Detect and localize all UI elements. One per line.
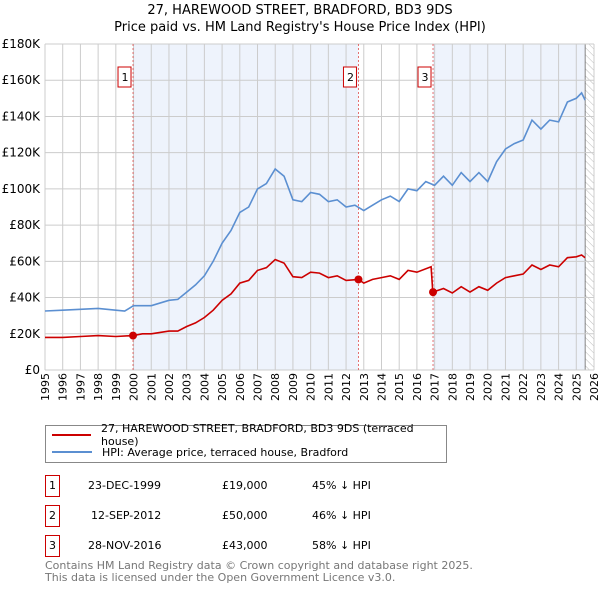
y-tick-label: £40K bbox=[9, 291, 41, 305]
chart-subtitle: Price paid vs. HM Land Registry's House … bbox=[114, 20, 486, 35]
x-tick-label: 2022 bbox=[517, 373, 530, 401]
x-tick-label: 2008 bbox=[269, 373, 282, 401]
sale-price: £19,000 bbox=[222, 479, 268, 492]
y-tick-label: £100K bbox=[2, 182, 42, 196]
y-tick-label: £60K bbox=[9, 254, 41, 268]
y-tick-label: £160K bbox=[2, 73, 42, 87]
chart-svg: 1995 1996 1997 1998 1999 2000 2001 2002 2003 2004… bbox=[2, 37, 600, 401]
sale-point bbox=[129, 331, 138, 340]
sale-marker-label: 2 bbox=[347, 71, 354, 84]
legend-label-hpi: HPI: Average price, terraced house, Brad… bbox=[102, 445, 349, 459]
sale-hpi-diff: 46% ↓ HPI bbox=[312, 509, 371, 522]
x-tick-label: 2007 bbox=[252, 373, 265, 401]
footer-attribution: Contains HM Land Registry data © Crown c… bbox=[45, 559, 473, 572]
property-price-line bbox=[45, 254, 586, 339]
legend-item-property: 27, HAREWOOD STREET, BRADFORD, BD3 9DS (… bbox=[52, 422, 446, 448]
x-tick-label: 2006 bbox=[234, 373, 247, 401]
x-tick-label: 2023 bbox=[535, 373, 548, 401]
y-tick-label: £120K bbox=[2, 146, 42, 160]
x-tick-label: 2025 bbox=[570, 373, 583, 401]
sale-hpi-diff: 45% ↓ HPI bbox=[312, 479, 371, 492]
sale-marker-box bbox=[117, 66, 132, 88]
shaded-period bbox=[133, 44, 359, 370]
x-tick-label: 2011 bbox=[322, 373, 335, 401]
y-tick-label: £180K bbox=[2, 37, 42, 51]
y-tick-label: £0 bbox=[25, 363, 40, 377]
x-tick-label: 2018 bbox=[446, 373, 459, 401]
sale-row: 2 12-SEP-2012 £50,000 46% ↓ HPI bbox=[45, 505, 445, 527]
sale-date: 28-NOV-2016 bbox=[88, 539, 162, 552]
x-tick-label: 2013 bbox=[358, 373, 371, 401]
sale-marker: 3 bbox=[45, 535, 60, 557]
x-tick-label: 2020 bbox=[482, 373, 495, 401]
sale-row: 3 28-NOV-2016 £43,000 58% ↓ HPI bbox=[45, 535, 445, 557]
x-tick-label: 2016 bbox=[411, 373, 424, 401]
x-tick-label: 1996 bbox=[57, 373, 70, 401]
x-tick-label: 2001 bbox=[145, 373, 158, 401]
sale-marker: 1 bbox=[45, 475, 60, 497]
x-tick-label: 2017 bbox=[429, 373, 442, 401]
sale-marker: 2 bbox=[45, 505, 60, 527]
x-tick-label: 2019 bbox=[464, 373, 477, 401]
x-tick-label: 1998 bbox=[92, 373, 105, 401]
footer-licence: This data is licensed under the Open Gov… bbox=[45, 571, 396, 584]
x-tick-label: 1997 bbox=[74, 373, 87, 401]
chart-title: 27, HAREWOOD STREET, BRADFORD, BD3 9DS bbox=[147, 3, 453, 18]
sale-price: £50,000 bbox=[222, 509, 268, 522]
sale-marker-label: 3 bbox=[422, 71, 429, 84]
shaded-period bbox=[433, 44, 586, 370]
x-tick-label: 2000 bbox=[128, 373, 141, 401]
x-tick-label: 2024 bbox=[553, 373, 566, 401]
legend-label-property: 27, HAREWOOD STREET, BRADFORD, BD3 9DS (… bbox=[101, 422, 414, 448]
sale-date: 12-SEP-2012 bbox=[91, 509, 162, 522]
x-tick-label: 2003 bbox=[181, 373, 194, 401]
x-tick-label: 2009 bbox=[287, 373, 300, 401]
legend: 27, HAREWOOD STREET, BRADFORD, BD3 9DS (… bbox=[45, 422, 447, 463]
sale-marker-label: 1 bbox=[122, 71, 129, 84]
sale-marker-box bbox=[417, 66, 432, 88]
y-tick-label: £80K bbox=[9, 218, 41, 232]
legend-item-hpi: HPI: Average price, terraced house, Brad… bbox=[52, 444, 348, 460]
x-tick-label: 2004 bbox=[198, 373, 211, 401]
legend-swatch-property bbox=[52, 434, 92, 436]
x-tick-label: 2005 bbox=[216, 373, 229, 401]
x-tick-label: 2012 bbox=[340, 373, 353, 401]
sale-date: 23-DEC-1999 bbox=[88, 479, 162, 492]
x-tick-label: 1999 bbox=[110, 373, 123, 401]
sale-point bbox=[429, 288, 438, 297]
sale-point bbox=[354, 275, 363, 284]
sale-hpi-diff: 58% ↓ HPI bbox=[312, 539, 371, 552]
x-tick-label: 2015 bbox=[393, 373, 406, 401]
y-tick-label: £20K bbox=[9, 327, 41, 341]
x-tick-label: 2014 bbox=[375, 373, 388, 401]
y-tick-label: £140K bbox=[2, 109, 42, 123]
sale-price: £43,000 bbox=[222, 539, 268, 552]
hpi-line bbox=[44, 91, 586, 312]
x-tick-label: 1995 bbox=[39, 373, 52, 401]
x-tick-label: 2021 bbox=[499, 373, 512, 401]
x-tick-label: 2010 bbox=[305, 373, 318, 401]
forecast-hatch bbox=[585, 44, 594, 370]
legend-swatch-hpi bbox=[52, 451, 92, 453]
sale-marker-box bbox=[342, 66, 357, 88]
sale-row: 1 23-DEC-1999 £19,000 45% ↓ HPI bbox=[45, 475, 445, 497]
x-tick-label: 2002 bbox=[163, 373, 176, 401]
x-tick-label: 2026 bbox=[588, 373, 600, 401]
